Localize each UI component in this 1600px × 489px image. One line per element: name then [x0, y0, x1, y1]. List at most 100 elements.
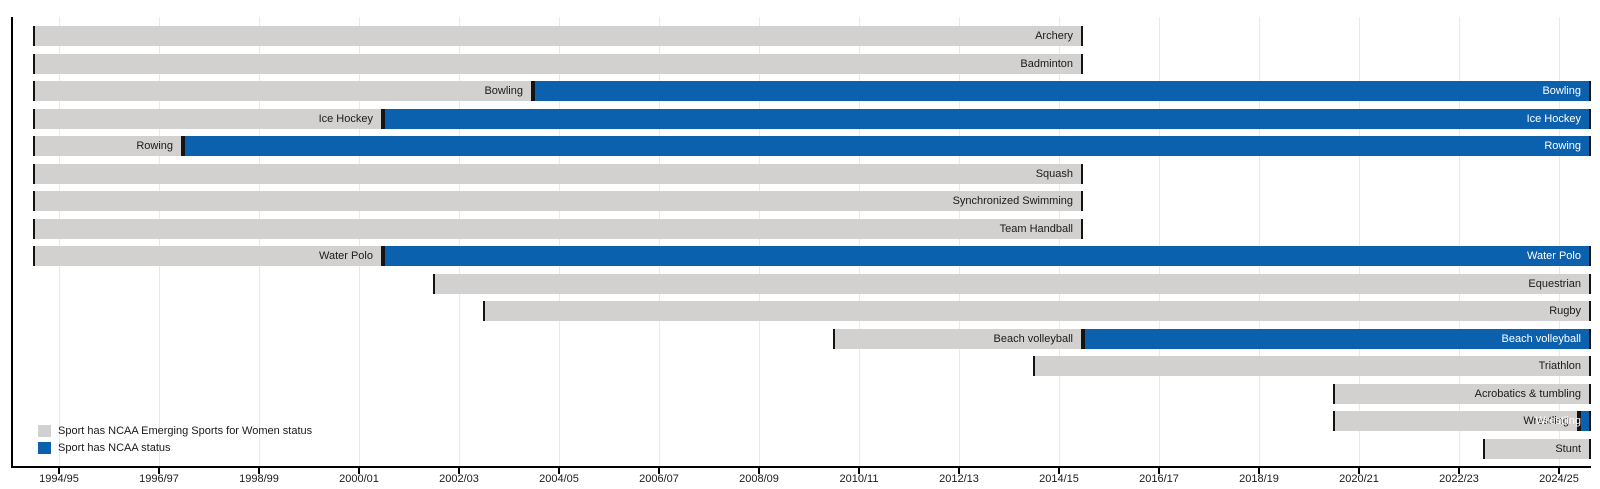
timeline-row-badminton: Badminton [0, 53, 1591, 74]
bar-label: Acrobatics & tumbling [1474, 387, 1581, 400]
timeline-row-triathlon: Triathlon [0, 356, 1591, 376]
ncaa-status-swatch [38, 442, 51, 454]
x-axis-tick-label: 2008/09 [739, 473, 779, 485]
timeline-row-equestrian: Equestrian [0, 273, 1591, 294]
timeline-bar-segment-ncaa: Water Polo [383, 246, 1591, 266]
gridline [158, 17, 160, 466]
bar-label: Equestrian [1528, 277, 1581, 290]
timeline-bar-segment-emerging: Squash [33, 163, 1083, 184]
bar-label: Rugby [1549, 305, 1581, 317]
timeline-bar-segment-emerging: Rugby [483, 301, 1591, 321]
x-axis-tick-mark [1258, 468, 1260, 474]
bar-label: Stunt [1555, 442, 1581, 455]
bar-label: Ice Hockey [318, 112, 373, 125]
bar-label: Bowling [1542, 85, 1581, 97]
legend-item-ncaa: Sport has NCAA status [38, 440, 312, 456]
gridline [558, 17, 560, 466]
bar-label: Badminton [1020, 57, 1073, 70]
gridline [1258, 17, 1260, 466]
bar-label: Wrestling [1523, 415, 1569, 427]
x-axis-tick-mark [958, 468, 960, 474]
timeline-bar-segment-ncaa: Ice Hockey [383, 108, 1591, 129]
timeline-bar-segment-emerging: Rowing [33, 136, 183, 156]
timeline-row-bowling: Bowling Bowling [0, 81, 1591, 101]
legend-label-ncaa: Sport has NCAA status [58, 442, 171, 454]
gridline [958, 17, 960, 466]
x-axis-tick-label: 2022/23 [1439, 473, 1479, 485]
bar-label: Team Handball [999, 222, 1073, 235]
x-axis-tick-mark [758, 468, 760, 474]
gridline [858, 17, 860, 466]
bar-label: Rowing [1544, 140, 1581, 152]
x-axis-tick-mark [858, 468, 860, 474]
x-axis-tick-label: 2018/19 [1239, 473, 1279, 485]
timeline-bar-segment-ncaa: Wrestling [1535, 411, 1591, 431]
bar-label: Triathlon [1538, 360, 1581, 372]
x-axis-tick-mark [1358, 468, 1360, 474]
legend: Sport has NCAA Emerging Sports for Women… [38, 423, 312, 457]
x-axis-tick-mark [1558, 468, 1560, 474]
x-axis-tick-mark [558, 468, 560, 474]
bar-label: Beach volleyball [993, 332, 1074, 345]
x-axis-tick-label: 2004/05 [539, 473, 579, 485]
timeline-bar-segment-emerging: Wrestling [1333, 411, 1579, 431]
bar-label: Water Polo [318, 250, 373, 262]
gridline [1358, 17, 1360, 466]
x-axis-tick-label: 2014/15 [1039, 473, 1079, 485]
x-axis-tick-label: 2000/01 [339, 473, 379, 485]
x-axis-tick-label: 1998/99 [239, 473, 279, 485]
x-axis-tick-mark [458, 468, 460, 474]
timeline-bar-segment-ncaa: Beach volleyball [1083, 328, 1591, 349]
timeline-row-rugby: Rugby [0, 301, 1591, 321]
gridline [1558, 17, 1560, 466]
x-axis-tick-label: 1994/95 [39, 473, 79, 485]
x-axis-tick-label: 2006/07 [639, 473, 679, 485]
x-axis-tick-mark [1458, 468, 1460, 474]
bar-label: Bowling [484, 85, 523, 97]
gridline [458, 17, 460, 466]
timeline-bar-segment-ncaa: Bowling [533, 81, 1591, 101]
y-axis-spine [11, 17, 13, 466]
gridline [1158, 17, 1160, 466]
bar-label: Archery [1035, 30, 1073, 42]
timeline-row-archery: Archery [0, 26, 1591, 46]
timeline-row-team-handball: Team Handball [0, 218, 1591, 239]
x-axis-tick-label: 2010/11 [839, 473, 879, 485]
timeline-row-ice-hockey: Ice Hockey Ice Hockey [0, 108, 1591, 129]
x-axis-tick-mark [58, 468, 60, 474]
timeline-bar-segment-ncaa: Rowing [183, 136, 1591, 156]
timeline-bar-segment-emerging: Stunt [1483, 438, 1591, 459]
bar-label: Water Polo [1526, 250, 1581, 262]
timeline-bar-segment-emerging: Triathlon [1033, 356, 1591, 376]
timeline-bar-segment-emerging: Badminton [33, 53, 1083, 74]
timeline-bar-segment-emerging: Acrobatics & tumbling [1333, 383, 1591, 404]
bar-label: Squash [1035, 167, 1073, 180]
x-axis-line [11, 466, 1591, 468]
x-axis-tick-label: 2020/21 [1339, 473, 1379, 485]
timeline-bar-segment-emerging: Team Handball [33, 218, 1083, 239]
timeline-bar-segment-emerging: Beach volleyball [833, 328, 1083, 349]
bar-label: Synchronized Swimming [952, 195, 1073, 207]
x-axis-tick-mark [358, 468, 360, 474]
x-axis-tick-label: 2012/13 [939, 473, 979, 485]
x-axis-tick-label: 2002/03 [439, 473, 479, 485]
x-axis-tick-label: 2016/17 [1139, 473, 1179, 485]
gridline [1058, 17, 1060, 466]
gridline [658, 17, 660, 466]
legend-label-emerging: Sport has NCAA Emerging Sports for Women… [58, 425, 313, 437]
timeline-bar-segment-emerging: Synchronized Swimming [33, 191, 1083, 211]
x-axis-tick-mark [1158, 468, 1160, 474]
timeline-bar-segment-emerging: Water Polo [33, 246, 383, 266]
bar-label: Rowing [136, 140, 173, 152]
legend-item-emerging: Sport has NCAA Emerging Sports for Women… [38, 423, 312, 439]
timeline-bar-segment-emerging: Ice Hockey [33, 108, 383, 129]
timeline-bar-segment-emerging: Equestrian [433, 273, 1591, 294]
timeline-row-acrobatics-tumbling: Acrobatics & tumbling [0, 383, 1591, 404]
x-axis-tick-mark [1058, 468, 1060, 474]
timeline-row-water-polo: Water Polo Water Polo [0, 246, 1591, 266]
x-axis-tick-mark [158, 468, 160, 474]
x-axis-tick-label: 1996/97 [139, 473, 179, 485]
timeline-row-beach-volleyball: Beach volleyball Beach volleyball [0, 328, 1591, 349]
timeline-row-squash: Squash [0, 163, 1591, 184]
